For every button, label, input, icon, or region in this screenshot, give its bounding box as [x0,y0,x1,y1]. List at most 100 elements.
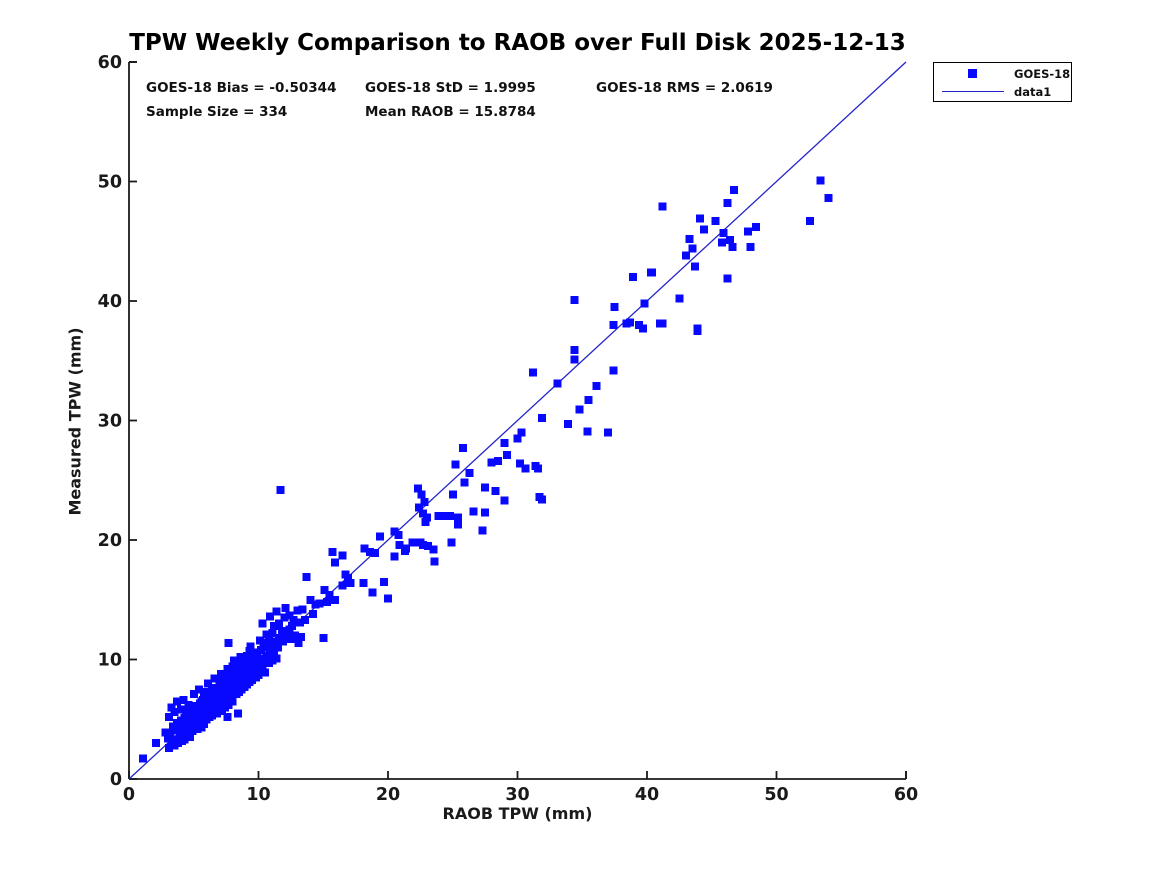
data-point [699,225,708,234]
y-tick-label: 60 [98,53,122,73]
data-point [272,607,281,616]
data-point [751,222,760,231]
data-point [203,679,212,688]
data-point [185,733,194,742]
data-point [500,439,509,448]
data-point [289,616,298,625]
data-point [413,484,422,493]
y-tick-label: 40 [98,292,122,312]
data-point [723,199,732,208]
data-point [481,508,490,517]
legend-label: data1 [1014,85,1052,99]
data-point [824,194,833,203]
data-point [719,228,728,237]
data-point [281,604,290,613]
data-point [639,324,648,333]
legend-label: GOES-18 [1014,67,1071,81]
data-point [424,541,433,550]
data-point [213,709,222,718]
data-point [534,464,543,473]
data-point [570,295,579,304]
y-tick-label: 50 [98,173,122,193]
data-point [570,345,579,354]
legend-item-data1: data1 [934,83,1071,101]
data-point [165,743,174,752]
data-point [293,606,302,615]
stat-std: GOES-18 StD = 1.9995 [365,80,536,96]
axes: 0 10 20 30 40 50 60 0 10 20 30 40 50 60 [98,53,919,805]
data-point [200,720,209,729]
y-tick-label: 20 [98,531,122,551]
data-point [628,273,637,282]
data-point [297,632,306,641]
data-point [806,216,815,225]
data-point [166,728,175,737]
data-point [330,595,339,604]
data-point [260,668,269,677]
data-point [223,712,232,721]
data-point [626,318,635,327]
chart-title: TPW Weekly Comparison to RAOB over Full … [129,30,906,56]
data-point [319,633,328,642]
data-point [451,460,460,469]
data-point [690,262,699,271]
data-point [402,544,411,553]
stat-bias: GOES-18 Bias = -0.50344 [146,80,337,96]
data-point [439,512,448,521]
data-point [330,558,339,567]
data-point [521,464,530,473]
data-point [288,622,297,631]
data-point [308,610,317,619]
legend-box: GOES-18 data1 [933,62,1072,102]
data-point [417,490,426,499]
data-point [338,551,347,560]
data-point [277,626,286,635]
data-point [233,709,242,718]
data-point [696,214,705,223]
data-point [161,728,170,737]
data-point [816,176,825,185]
stat-rms: GOES-18 RMS = 2.0619 [596,80,773,96]
data-point [648,268,657,277]
data-point [219,672,228,681]
data-point [429,545,438,554]
data-point [529,368,538,377]
data-point [325,590,334,599]
data-point [538,414,547,423]
data-point [180,735,189,744]
data-point [460,478,469,487]
data-point [257,645,266,654]
data-point [368,588,377,597]
data-point [711,216,720,225]
data-point [346,579,355,588]
data-point [280,613,289,622]
data-point [236,653,245,662]
data-point [165,712,174,721]
data-point [447,538,456,547]
data-point [494,457,503,466]
data-point [487,458,496,467]
data-point [583,427,592,436]
data-point [279,637,288,646]
data-point [259,638,268,647]
data-point [422,513,431,522]
data-point [384,594,392,603]
data-point [675,294,684,303]
data-point [250,654,259,663]
data-point [434,512,443,521]
legend-line-marker-icon [942,91,1004,92]
data-point [167,703,176,712]
data-point [210,674,219,683]
data-point [453,513,462,522]
data-point [446,512,455,521]
x-tick-label: 0 [123,785,135,805]
data-point [395,540,404,549]
data-point [728,243,737,252]
data-point [640,299,649,308]
data-point [430,557,439,566]
data-point [152,739,161,748]
data-point [270,622,279,631]
data-point [258,661,267,670]
x-tick-label: 50 [764,785,788,805]
